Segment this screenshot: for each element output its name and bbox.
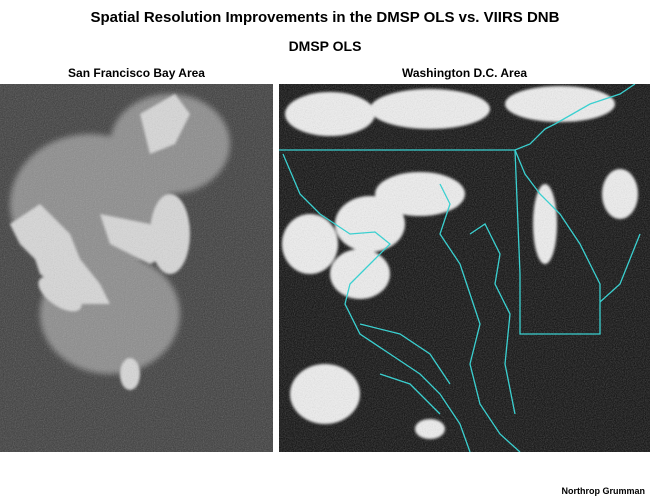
subtitle: DMSP OLS xyxy=(288,38,362,54)
sf-image xyxy=(0,84,273,452)
panel-label: Washington D.C. Area xyxy=(401,66,528,80)
dc-image xyxy=(279,84,650,452)
title: Spatial Resolution Improvements in the D… xyxy=(90,9,560,26)
imagery xyxy=(0,84,650,452)
credit: Northrop Grumman xyxy=(561,486,645,496)
panel-label: San Francisco Bay Area xyxy=(68,66,205,80)
